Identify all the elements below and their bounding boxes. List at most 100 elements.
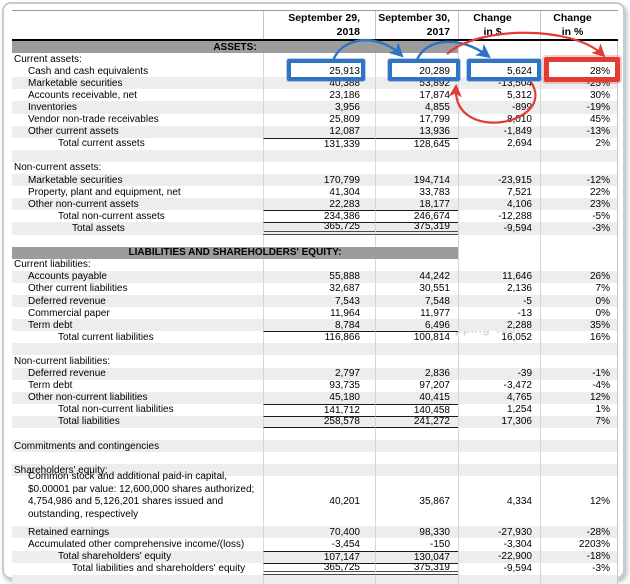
table-body: ASSETS: Current assets: Cash and cash equi… <box>12 41 618 584</box>
cell-2017: 98,330 <box>375 526 458 539</box>
cell-2018 <box>263 343 375 356</box>
table-row: Total current assets 131,339 128,645 2,694 2… <box>12 137 618 150</box>
cell-2017: 44,242 <box>375 270 458 283</box>
cell-label: LIABILITIES AND SHAREHOLDERS' EQUITY: <box>12 246 458 259</box>
cell-2018: 7,543 <box>263 294 375 308</box>
cell-chg: -1,849 <box>458 125 540 138</box>
section-banner-row: ASSETS: <box>12 41 618 54</box>
cell-2018: -3,454 <box>263 538 375 551</box>
cell-label: Non-current liabilities: <box>14 355 111 367</box>
cell-2017: 17,799 <box>375 113 458 126</box>
cell-chg: -3,304 <box>458 538 540 551</box>
cell-label <box>12 343 263 355</box>
cell-chg: 2,694 <box>458 137 540 150</box>
cell-chg <box>458 246 540 259</box>
cell-pct <box>540 428 618 441</box>
section-banner-row: LIABILITIES AND SHAREHOLDERS' EQUITY: <box>12 246 618 259</box>
cell-chg: -22,900 <box>458 550 540 563</box>
cell-label: Accounts payable <box>28 271 107 283</box>
cell-label: Cash and cash equivalents <box>28 65 149 77</box>
cell-2018: 23,186 <box>263 89 375 102</box>
table-row: Current liabilities: <box>12 258 618 271</box>
cell-chg: 16,052 <box>458 331 540 344</box>
cell-label: Total current liabilities <box>58 331 154 343</box>
cell-pct: 0% <box>540 294 618 308</box>
cell-2017 <box>375 464 458 477</box>
table-row: Vendor non-trade receivables 25,809 17,799… <box>12 113 618 126</box>
cell-2017: 6,496 <box>375 319 458 332</box>
cell-2018: 11,964 <box>263 307 375 320</box>
cell-2018: 107,147 <box>263 550 375 563</box>
cell-pct <box>540 343 618 356</box>
cell-pct: -1% <box>540 367 618 380</box>
cell-2018: 365,725 <box>263 562 375 575</box>
cell-2018: 93,735 <box>263 379 375 392</box>
cell-chg: -13 <box>458 307 540 320</box>
cell-label: Property, plant and equipment, net <box>28 186 181 198</box>
header-2018-line1: September 29, <box>288 12 360 24</box>
cell-2017: 33,783 <box>375 186 458 199</box>
cell-chg: 5,312 <box>458 89 540 102</box>
header-change-line2: in $ <box>483 26 502 38</box>
cell-2018 <box>263 464 375 477</box>
cell-2018 <box>263 53 375 66</box>
cell-chg <box>458 440 540 453</box>
cell-2017: 140,458 <box>375 403 458 416</box>
table-row: Total liabilities 258,578 241,272 17,306 7% <box>12 415 618 428</box>
highlight-box-2018-cash <box>287 59 365 81</box>
table-row: Common stock and additional paid-in capi… <box>12 471 618 527</box>
cell-pct: 7% <box>540 415 618 428</box>
cell-2017: 246,674 <box>375 210 458 223</box>
cell-pct <box>540 149 618 162</box>
cell-chg: 17,306 <box>458 415 540 428</box>
table-row: Other non-current assets 22,283 18,177 4,10… <box>12 198 618 211</box>
cell-label: Current liabilities: <box>14 259 91 271</box>
cell-2018 <box>263 452 375 465</box>
cell-2018 <box>263 234 375 247</box>
cell-2018: 22,283 <box>263 198 375 211</box>
table-row: Total shareholders' equity 107,147 130,047… <box>12 550 618 563</box>
cell-chg: 2,136 <box>458 282 540 295</box>
cell-2017: 100,814 <box>375 331 458 344</box>
cell-label: Marketable securities <box>28 174 123 186</box>
cell-label: Other current liabilities <box>28 283 128 295</box>
cell-2018: 32,687 <box>263 282 375 295</box>
cell-chg: 1,254 <box>458 403 540 416</box>
cell-pct: 35% <box>540 319 618 332</box>
cell-2017: 97,207 <box>375 379 458 392</box>
cell-chg <box>458 41 540 54</box>
table-row: Term debt 8,784 6,496 2,288 35% <box>12 319 618 332</box>
cell-2017: 128,645 <box>375 137 458 150</box>
cell-label: Total current assets <box>58 138 145 150</box>
cell-chg: 11,646 <box>458 270 540 283</box>
spacer-row <box>12 428 618 441</box>
cell-2018: 40,201 <box>263 476 375 527</box>
cell-pct <box>540 464 618 477</box>
cell-chg <box>458 258 540 271</box>
table-row: Marketable securities 170,799 194,714 -23,9… <box>12 174 618 187</box>
cell-chg: 4,106 <box>458 198 540 211</box>
cell-pct: -5% <box>540 210 618 223</box>
cell-2017: 375,319 <box>375 562 458 575</box>
cell-pct: 2% <box>540 137 618 150</box>
header-2017: September 30, 2017 <box>375 11 458 39</box>
cell-chg: -3,472 <box>458 379 540 392</box>
cell-label: Total liabilities and shareholders' equi… <box>72 563 246 575</box>
cell-2018: 3,956 <box>263 101 375 114</box>
cell-label <box>12 428 263 440</box>
table-row: Accounts payable 55,888 44,242 11,646 26% <box>12 270 618 283</box>
header-2017-line2: 2017 <box>426 26 450 38</box>
cell-pct: 7% <box>540 282 618 295</box>
cell-2018: 141,712 <box>263 403 375 416</box>
highlight-box-pct-cash <box>544 57 620 82</box>
cell-label <box>12 235 263 247</box>
cell-pct: 12% <box>540 476 618 527</box>
cell-label: Current assets: <box>14 53 82 65</box>
cell-pct <box>540 574 618 584</box>
cell-chg: -899 <box>458 101 540 114</box>
cell-2018: 70,400 <box>263 526 375 539</box>
cell-2018 <box>263 574 375 584</box>
cell-pct: 2203% <box>540 538 618 551</box>
cell-2018: 12,087 <box>263 125 375 138</box>
header-percent-line1: Change <box>553 12 592 24</box>
